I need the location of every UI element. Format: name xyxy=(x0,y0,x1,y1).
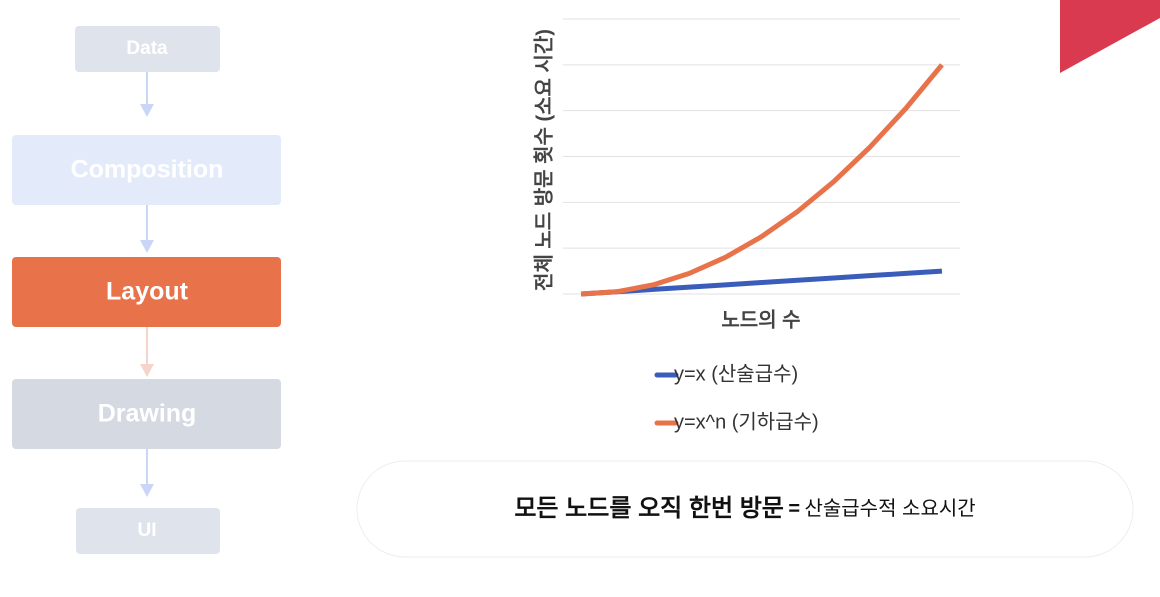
stage-label: Composition xyxy=(71,156,224,184)
stage-box xyxy=(12,135,281,205)
arrow-head xyxy=(140,104,154,117)
corner-decoration xyxy=(1060,0,1160,73)
banner-text: 모든 노드를 오직 한번 방문 = 산술급수적 소요시간 xyxy=(514,495,975,522)
arrow-head xyxy=(140,364,154,377)
banner-emphasis: 모든 노드를 오직 한번 방문 xyxy=(514,495,784,522)
stage-box xyxy=(75,26,220,72)
stage-box xyxy=(12,257,281,327)
legend-label: y=x^n (기하급수) xyxy=(674,410,819,433)
banner-separator: = xyxy=(788,498,800,520)
arrow-head xyxy=(140,484,154,497)
stage-label: Drawing xyxy=(98,400,197,428)
banner xyxy=(356,460,1134,558)
data-line xyxy=(580,63,944,297)
stage-box xyxy=(76,508,220,554)
arrow-head xyxy=(140,240,154,253)
legend-label: y=x (산술급수) xyxy=(674,362,798,385)
stage-box xyxy=(12,379,281,449)
x-axis-label: 노드의 수 xyxy=(721,308,800,331)
stage-label: UI xyxy=(138,520,157,541)
banner-text-plain: 산술급수적 소요시간 xyxy=(804,497,975,520)
data-line xyxy=(580,268,943,297)
stage-label: Data xyxy=(126,38,168,59)
y-axis-label: 전체 노드 방문 횟수 (소요 시간) xyxy=(532,29,555,291)
stage-label: Layout xyxy=(106,278,189,306)
